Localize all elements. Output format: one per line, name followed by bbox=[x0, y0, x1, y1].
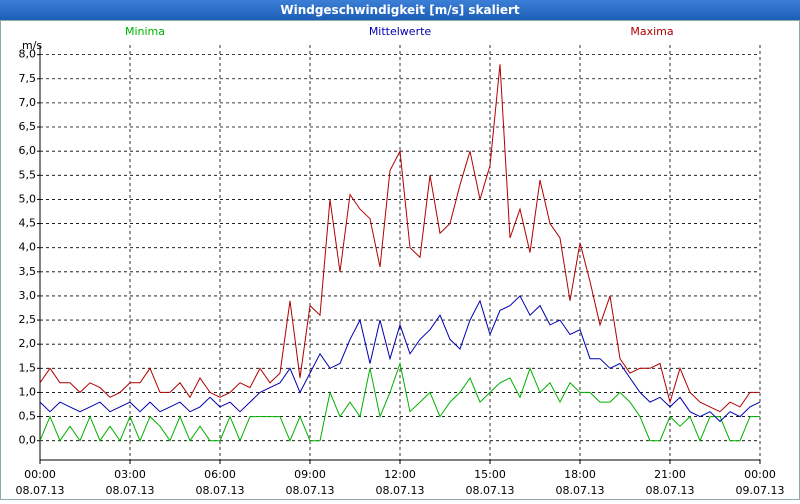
y-tick-label: 1,5 bbox=[19, 361, 37, 374]
y-tick-label: 3,5 bbox=[19, 265, 37, 278]
y-tick-label: 3,0 bbox=[19, 289, 37, 302]
y-tick-label: 4,5 bbox=[19, 217, 37, 230]
x-tick-label: 00:00 bbox=[24, 468, 56, 481]
x-tick-label: 18:00 bbox=[564, 468, 596, 481]
x-tick-label: 21:00 bbox=[654, 468, 686, 481]
series-line bbox=[39, 64, 760, 413]
x-tick-label: 03:00 bbox=[114, 468, 146, 481]
x-tick-date: 08.07.13 bbox=[466, 484, 515, 497]
x-tick-date: 08.07.13 bbox=[376, 484, 425, 497]
legend-label: Minima bbox=[125, 25, 165, 38]
x-tick-label: 06:00 bbox=[204, 468, 236, 481]
x-tick-label: 15:00 bbox=[474, 468, 506, 481]
x-tick-date: 08.07.13 bbox=[106, 484, 155, 497]
series-line bbox=[39, 361, 760, 443]
y-tick-label: 0,5 bbox=[19, 410, 37, 423]
y-tick-label: 6,5 bbox=[19, 120, 37, 133]
y-tick-label: 8,0 bbox=[19, 48, 37, 61]
x-tick-date: 08.07.13 bbox=[556, 484, 605, 497]
x-tick-label: 09:00 bbox=[294, 468, 326, 481]
legend-label: Maxima bbox=[630, 25, 673, 38]
x-tick-label: 00:00 bbox=[744, 468, 776, 481]
y-tick-label: 7,5 bbox=[19, 72, 37, 85]
y-tick-label: 5,5 bbox=[19, 168, 37, 181]
x-tick-label: 12:00 bbox=[384, 468, 416, 481]
x-tick-date: 08.07.13 bbox=[196, 484, 245, 497]
y-tick-label: 7,0 bbox=[19, 96, 37, 109]
y-tick-label: 2,5 bbox=[19, 313, 37, 326]
y-tick-label: 5,0 bbox=[19, 192, 37, 205]
series-line bbox=[39, 295, 761, 423]
y-tick-label: 1,0 bbox=[19, 385, 37, 398]
frame bbox=[0, 20, 800, 500]
x-tick-date: 08.07.13 bbox=[286, 484, 335, 497]
title-bar: Windgeschwindigkeit [m/s] skaliert bbox=[0, 0, 800, 20]
y-tick-label: 2,0 bbox=[19, 337, 37, 350]
y-tick-label: 4,0 bbox=[19, 241, 37, 254]
y-tick-label: 0,0 bbox=[19, 434, 37, 447]
chart: m/s 0,0 0,5 1,0 1,5 2,0 2,5 3,0 3,5 4,0 4,5 5,0 5,5… bbox=[0, 20, 800, 500]
x-tick-date: 09.07.13 bbox=[736, 484, 785, 497]
x-tick-date: 08.07.13 bbox=[16, 484, 65, 497]
y-axis-label: m/s bbox=[22, 39, 42, 52]
x-tick-date: 08.07.13 bbox=[646, 484, 695, 497]
legend-label: Mittelwerte bbox=[369, 25, 432, 38]
y-tick-label: 6,0 bbox=[19, 144, 37, 157]
